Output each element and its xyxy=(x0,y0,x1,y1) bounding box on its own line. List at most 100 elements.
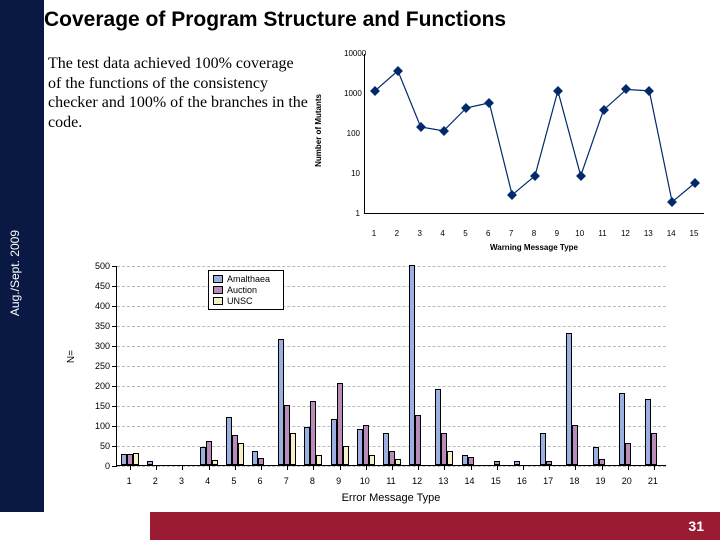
chart2-ytick: 450 xyxy=(86,281,110,291)
chart2-xtick: 7 xyxy=(274,476,298,486)
chart2-gridline xyxy=(117,306,666,307)
chart2-xtick: 11 xyxy=(379,476,403,486)
chart2-bar xyxy=(625,443,631,465)
chart1-xlabel: Warning Message Type xyxy=(364,243,704,252)
chart2-xtick: 18 xyxy=(562,476,586,486)
chart1-xtick: 4 xyxy=(433,229,453,238)
legend-swatch xyxy=(213,286,223,294)
body-text: The test data achieved 100% coverage of … xyxy=(48,54,308,132)
chart2-ytick: 200 xyxy=(86,381,110,391)
chart2-ytick: 400 xyxy=(86,301,110,311)
chart2-bar xyxy=(415,415,421,465)
chart2-xtick: 21 xyxy=(641,476,665,486)
chart2-gridline xyxy=(117,426,666,427)
chart2-bar xyxy=(133,453,139,465)
chart2-xtick: 16 xyxy=(510,476,534,486)
chart2-bar xyxy=(290,433,296,465)
chart2-xtick: 8 xyxy=(300,476,324,486)
chart2-bar xyxy=(395,459,401,465)
legend-label: Auction xyxy=(227,285,257,295)
chart2-xtick: 2 xyxy=(143,476,167,486)
chart1-ytick: 1000 xyxy=(344,89,360,98)
chart1-xtick: 7 xyxy=(501,229,521,238)
chart1-ylabel: Number of Mutants xyxy=(314,94,323,167)
chart2-bar xyxy=(147,461,153,465)
chart2-xtick: 5 xyxy=(222,476,246,486)
chart2-bar xyxy=(468,457,474,465)
chart1-xtick: 11 xyxy=(593,229,613,238)
chart2-legend-item: Auction xyxy=(213,285,279,295)
chart2-ytick: 0 xyxy=(86,461,110,471)
error-bar-chart: N= Error Message Type AmalthaeaAuctionUN… xyxy=(60,260,680,506)
legend-swatch xyxy=(213,275,223,283)
chart2-ytick: 150 xyxy=(86,401,110,411)
chart2-xtick: 17 xyxy=(536,476,560,486)
chart1-xtick: 13 xyxy=(638,229,658,238)
chart2-legend-item: UNSC xyxy=(213,296,279,306)
chart2-plot-area xyxy=(116,266,666,466)
mutants-line-chart: Number of Mutants Warning Message Type 1… xyxy=(314,44,714,254)
chart1-ytick: 10000 xyxy=(344,49,360,58)
chart1-xtick: 9 xyxy=(547,229,567,238)
chart2-bar xyxy=(212,460,218,465)
chart2-ylabel: N= xyxy=(66,350,77,363)
chart1-xtick: 3 xyxy=(410,229,430,238)
legend-swatch xyxy=(213,297,223,305)
chart2-ytick: 500 xyxy=(86,261,110,271)
chart2-ytick: 350 xyxy=(86,321,110,331)
chart2-gridline xyxy=(117,346,666,347)
chart2-xtick: 6 xyxy=(248,476,272,486)
chart2-bar xyxy=(651,433,657,465)
chart2-gridline xyxy=(117,266,666,267)
chart2-legend: AmalthaeaAuctionUNSC xyxy=(208,270,284,310)
chart2-xtick: 13 xyxy=(431,476,455,486)
chart2-bar xyxy=(514,461,520,465)
chart2-ytick: 300 xyxy=(86,341,110,351)
footer-bar xyxy=(150,512,720,540)
page-number: 31 xyxy=(688,518,704,534)
page-title: Coverage of Program Structure and Functi… xyxy=(44,8,704,32)
chart2-bar xyxy=(546,461,552,465)
chart1-xtick: 6 xyxy=(478,229,498,238)
chart1-xtick: 8 xyxy=(524,229,544,238)
chart2-bar xyxy=(369,455,375,465)
chart1-xtick: 12 xyxy=(615,229,635,238)
chart1-xtick: 5 xyxy=(455,229,475,238)
chart2-bar xyxy=(447,451,453,465)
chart2-xtick: 3 xyxy=(169,476,193,486)
chart1-xtick: 15 xyxy=(684,229,704,238)
chart2-bar xyxy=(572,425,578,465)
chart1-ytick: 100 xyxy=(344,129,360,138)
chart1-xtick: 1 xyxy=(364,229,384,238)
chart2-bar xyxy=(238,443,244,465)
chart1-plot-area xyxy=(364,54,704,214)
chart2-ytick: 250 xyxy=(86,361,110,371)
chart1-xtick: 2 xyxy=(387,229,407,238)
chart2-gridline xyxy=(117,366,666,367)
chart2-xtick: 15 xyxy=(484,476,508,486)
chart2-ytick: 50 xyxy=(86,441,110,451)
chart2-xtick: 14 xyxy=(458,476,482,486)
chart2-gridline xyxy=(117,326,666,327)
chart2-gridline xyxy=(117,406,666,407)
chart2-xtick: 12 xyxy=(405,476,429,486)
sidebar: Aug./Sept. 2009 xyxy=(0,0,44,512)
chart2-xlabel: Error Message Type xyxy=(116,492,666,504)
chart2-gridline xyxy=(117,286,666,287)
chart2-legend-item: Amalthaea xyxy=(213,274,279,284)
legend-label: UNSC xyxy=(227,296,253,306)
legend-label: Amalthaea xyxy=(227,274,270,284)
sidebar-date: Aug./Sept. 2009 xyxy=(8,230,22,316)
chart2-xtick: 9 xyxy=(327,476,351,486)
chart1-ytick: 1 xyxy=(344,209,360,218)
chart2-xtick: 10 xyxy=(353,476,377,486)
chart1-xtick: 14 xyxy=(661,229,681,238)
chart2-xtick: 19 xyxy=(589,476,613,486)
chart2-bar xyxy=(494,461,500,465)
chart2-bar xyxy=(258,458,264,465)
chart2-bar xyxy=(316,455,322,465)
chart2-xtick: 1 xyxy=(117,476,141,486)
chart2-ytick: 100 xyxy=(86,421,110,431)
chart2-xtick: 4 xyxy=(196,476,220,486)
chart2-bar xyxy=(599,459,605,465)
